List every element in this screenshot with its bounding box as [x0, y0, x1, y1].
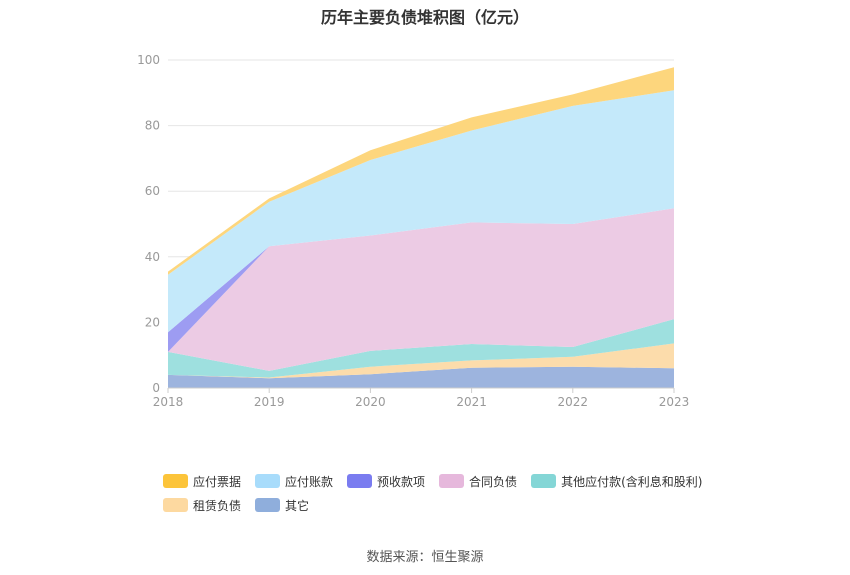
legend-swatch: [347, 474, 373, 488]
area-series-3: [168, 208, 674, 371]
area-series-2: [168, 319, 674, 378]
area-series-0: [168, 366, 674, 388]
x-tick-label: 2022: [558, 395, 589, 409]
y-tick-label: 40: [145, 250, 160, 264]
area-series-6: [168, 67, 674, 275]
y-axis-ticks: 0 20 40 60 80 100: [137, 53, 160, 395]
axes: [167, 387, 675, 393]
legend-swatch: [255, 498, 281, 512]
x-axis-ticks: 2018 2019 2020 2021 2022 2023: [153, 395, 690, 409]
y-tick-label: 20: [145, 315, 160, 329]
legend-item[interactable]: 合同负债: [439, 473, 517, 490]
x-tick-label: 2023: [659, 395, 690, 409]
data-source-note: 数据来源：恒生聚源: [366, 550, 484, 565]
legend-label: 预收款项: [377, 474, 426, 489]
area-series-5: [168, 90, 674, 333]
x-tick-label: 2021: [456, 395, 487, 409]
legend-swatch: [163, 474, 188, 488]
legend-label: 租赁负债: [193, 498, 242, 513]
legend-swatch: [439, 474, 465, 488]
stacked-area-chart: 0 20 40 60 80 100 2018 2019 2020 2021 2022 2023: [137, 53, 690, 409]
area-series-1: [168, 343, 674, 379]
y-tick-label: 0: [152, 381, 160, 395]
legend-label: 其它: [285, 498, 310, 513]
legend-item[interactable]: 应付票据: [163, 473, 241, 490]
legend-swatch: [163, 498, 188, 512]
y-tick-label: 60: [145, 184, 160, 198]
legend-label: 合同负债: [469, 474, 518, 489]
y-tick-label: 100: [137, 53, 160, 67]
y-tick-label: 80: [145, 119, 160, 133]
legend: 应付票据 应付账款 预收款项 合同负债 其他应付款(含利息和股利) 租赁负债 其它: [163, 473, 723, 521]
legend-swatch: [255, 474, 281, 488]
legend-item[interactable]: 其他应付款(含利息和股利): [531, 473, 702, 490]
legend-swatch: [531, 474, 557, 488]
legend-row: 租赁负债 其它: [163, 497, 723, 513]
x-tick-label: 2018: [153, 395, 184, 409]
area-series-group: [168, 67, 674, 388]
x-tick-label: 2020: [355, 395, 386, 409]
legend-item[interactable]: 应付账款: [255, 473, 333, 490]
legend-label: 其他应付款(含利息和股利): [561, 474, 703, 489]
legend-row: 应付票据 应付账款 预收款项 合同负债 其他应付款(含利息和股利): [163, 473, 723, 489]
legend-item[interactable]: 其它: [255, 497, 309, 514]
legend-item[interactable]: 预收款项: [347, 473, 425, 490]
legend-item[interactable]: 租赁负债: [163, 497, 241, 514]
chart-title: 历年主要负债堆积图（亿元）: [320, 8, 529, 27]
legend-label: 应付账款: [285, 474, 334, 489]
legend-label: 应付票据: [193, 474, 242, 489]
x-tick-label: 2019: [254, 395, 285, 409]
